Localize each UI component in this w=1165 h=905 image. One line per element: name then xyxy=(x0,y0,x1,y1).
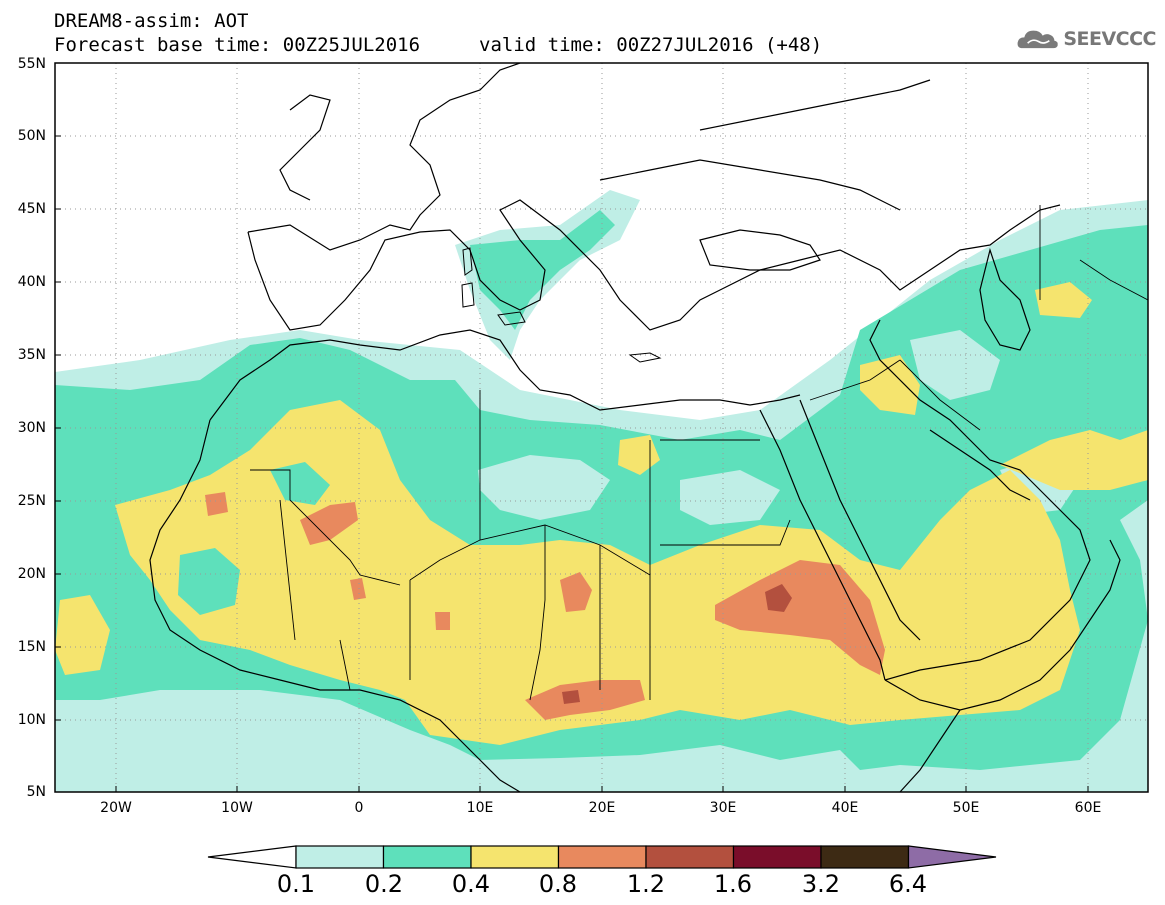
lat-label: 45N xyxy=(17,201,46,217)
colorbar-label: 6.4 xyxy=(888,870,928,898)
colorbar-label: 0.1 xyxy=(276,870,316,898)
colorbar-label: 0.8 xyxy=(538,870,578,898)
lon-label: 0 xyxy=(354,800,364,816)
graticule xyxy=(55,63,1148,792)
lon-label: 10E xyxy=(466,800,494,816)
logo-text: SEEVCCC xyxy=(1063,28,1156,50)
colorbar-label: 3.2 xyxy=(801,870,841,898)
lat-label: 55N xyxy=(17,56,46,72)
borders xyxy=(250,205,1148,701)
lat-label: 15N xyxy=(17,639,46,655)
coastlines xyxy=(149,63,1121,792)
seevccc-logo: SEEVCCC xyxy=(1016,22,1156,56)
cloud-icon xyxy=(1017,30,1058,49)
lon-label: 20E xyxy=(588,800,616,816)
valid-time: valid time: 00Z27JUL2016 (+48) xyxy=(479,34,823,56)
lat-label: 5N xyxy=(26,784,46,800)
lat-label: 30N xyxy=(17,420,46,436)
title-line-1: DREAM8-assim: AOT xyxy=(54,10,249,32)
lon-label: 60E xyxy=(1074,800,1102,816)
lat-label: 10N xyxy=(17,712,46,728)
colorbar-label: 0.2 xyxy=(364,870,404,898)
colorbar-label: 1.2 xyxy=(626,870,666,898)
colorbar-label: 1.6 xyxy=(713,870,753,898)
lon-label: 20W xyxy=(100,800,132,816)
aot-band-0.2-islands xyxy=(178,462,330,615)
axis-ticks xyxy=(55,135,1089,792)
aot-band-0.4 xyxy=(55,282,1148,745)
lat-label: 40N xyxy=(17,274,46,290)
lat-label: 35N xyxy=(17,347,46,363)
title-line-2: Forecast base time: 00Z25JUL2016 xyxy=(54,34,421,56)
colorbar-label: 0.4 xyxy=(451,870,491,898)
aot-band-0.8 xyxy=(205,492,885,720)
lon-label: 10W xyxy=(221,800,253,816)
aot-band-0.1-holes xyxy=(478,330,1080,525)
aot-band-1.2 xyxy=(562,584,792,704)
lat-label: 25N xyxy=(17,493,46,509)
lat-label: 50N xyxy=(17,128,46,144)
lon-label: 30E xyxy=(709,800,737,816)
lat-label: 20N xyxy=(17,566,46,582)
islands xyxy=(461,247,662,363)
lon-label: 40E xyxy=(831,800,859,816)
lon-label: 50E xyxy=(952,800,980,816)
